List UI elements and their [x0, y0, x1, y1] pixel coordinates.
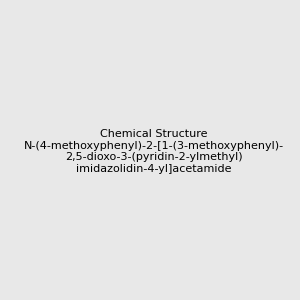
- Text: Chemical Structure
N-(4-methoxyphenyl)-2-[1-(3-methoxyphenyl)-
2,5-dioxo-3-(pyri: Chemical Structure N-(4-methoxyphenyl)-2…: [24, 129, 284, 174]
